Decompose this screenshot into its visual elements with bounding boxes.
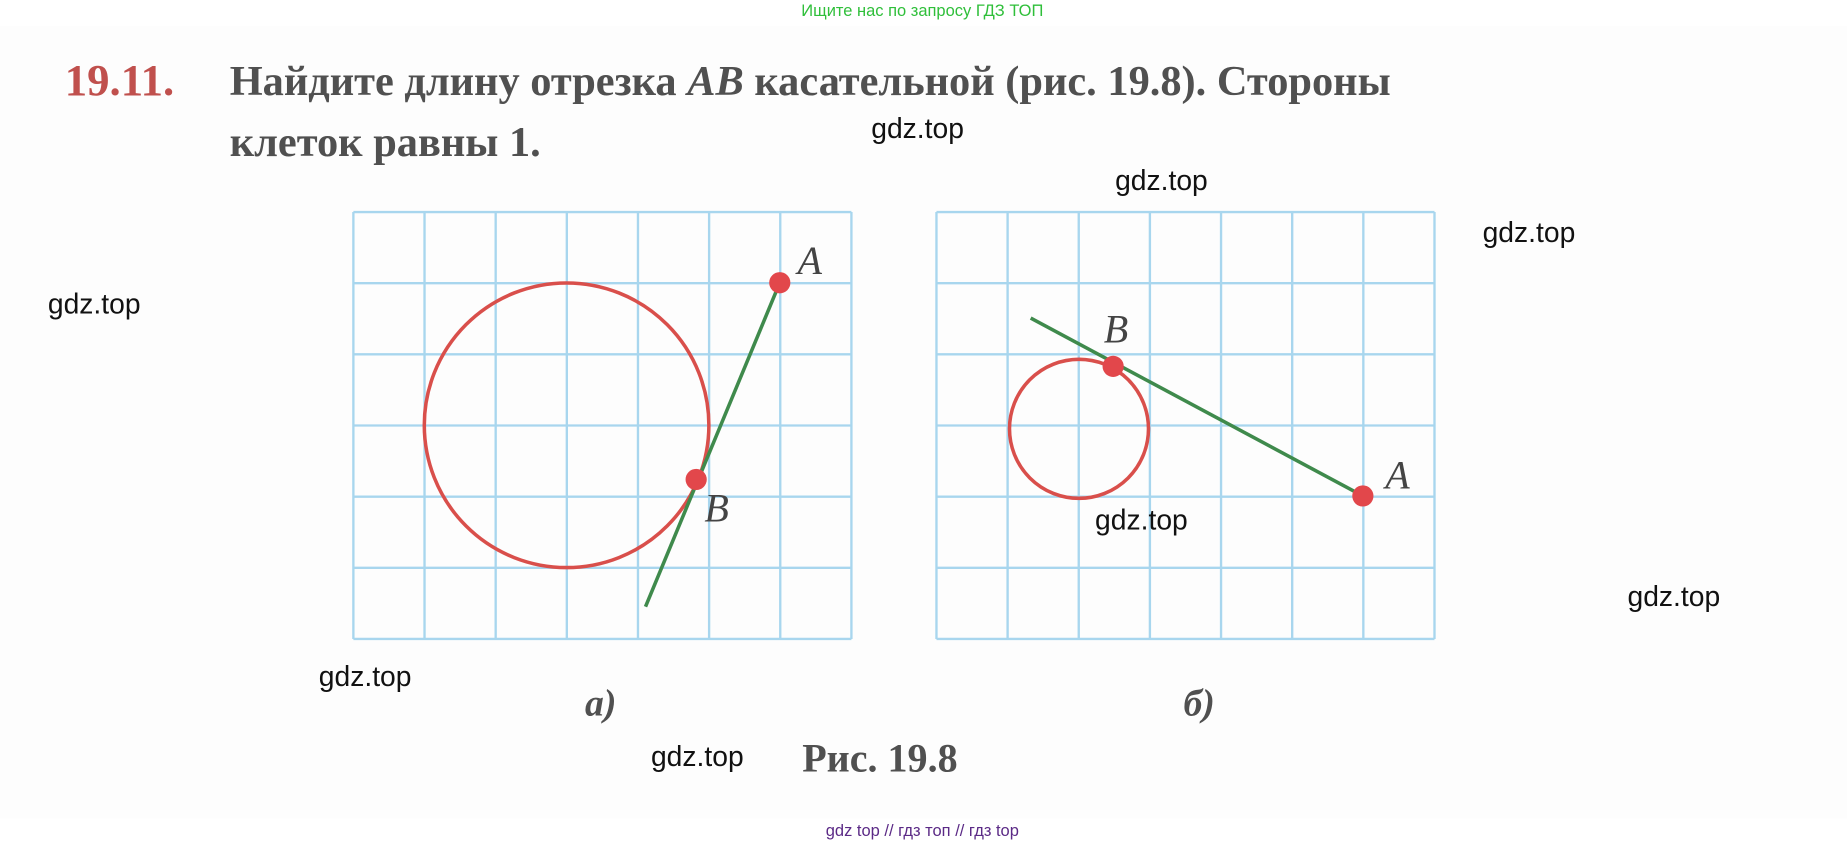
figure-label: б) <box>1183 682 1214 724</box>
search-hint: Ищите нас по запросу ГДЗ ТОП <box>801 2 1043 20</box>
point-label: A <box>794 238 822 283</box>
point <box>1352 485 1374 507</box>
watermark: gdz.top <box>1627 580 1720 612</box>
problem-line: Найдите длину отрезка AB касательной (ри… <box>230 58 1391 105</box>
problem-text: Найдите длину отрезка <box>230 58 688 105</box>
segment-name: AB <box>684 58 744 105</box>
problem-text: касательной (рис. 19.8). Стороны <box>744 58 1391 105</box>
watermark: gdz.top <box>48 288 141 320</box>
tangent-line <box>643 282 782 608</box>
tangent-line <box>1029 316 1364 498</box>
footer-text: gdz top // гдз топ // гдз top <box>826 822 1019 840</box>
problem-number: 19.11. <box>65 55 174 105</box>
figure-b: BA <box>935 210 1436 641</box>
point <box>685 468 707 491</box>
watermark: gdz.top <box>1483 216 1576 248</box>
header-bar <box>0 0 1847 26</box>
grid <box>352 210 853 641</box>
watermark: gdz.top <box>1095 503 1188 535</box>
circle <box>1007 357 1151 501</box>
watermark: gdz.top <box>319 660 412 692</box>
problem-text: клеток равны 1. <box>230 119 541 166</box>
point-label: B <box>1104 307 1128 352</box>
footer-bar <box>0 818 1847 847</box>
watermark: gdz.top <box>651 740 744 772</box>
circle <box>422 281 711 570</box>
point-label: A <box>1382 453 1410 498</box>
watermark: gdz.top <box>871 112 964 144</box>
point <box>769 272 791 294</box>
point-label: B <box>704 486 728 531</box>
point <box>1102 355 1124 377</box>
figure-caption: Рис. 19.8 <box>802 735 957 780</box>
watermark: gdz.top <box>1115 164 1208 196</box>
figure-a: AB <box>352 210 853 641</box>
figure-label: а) <box>585 682 616 724</box>
